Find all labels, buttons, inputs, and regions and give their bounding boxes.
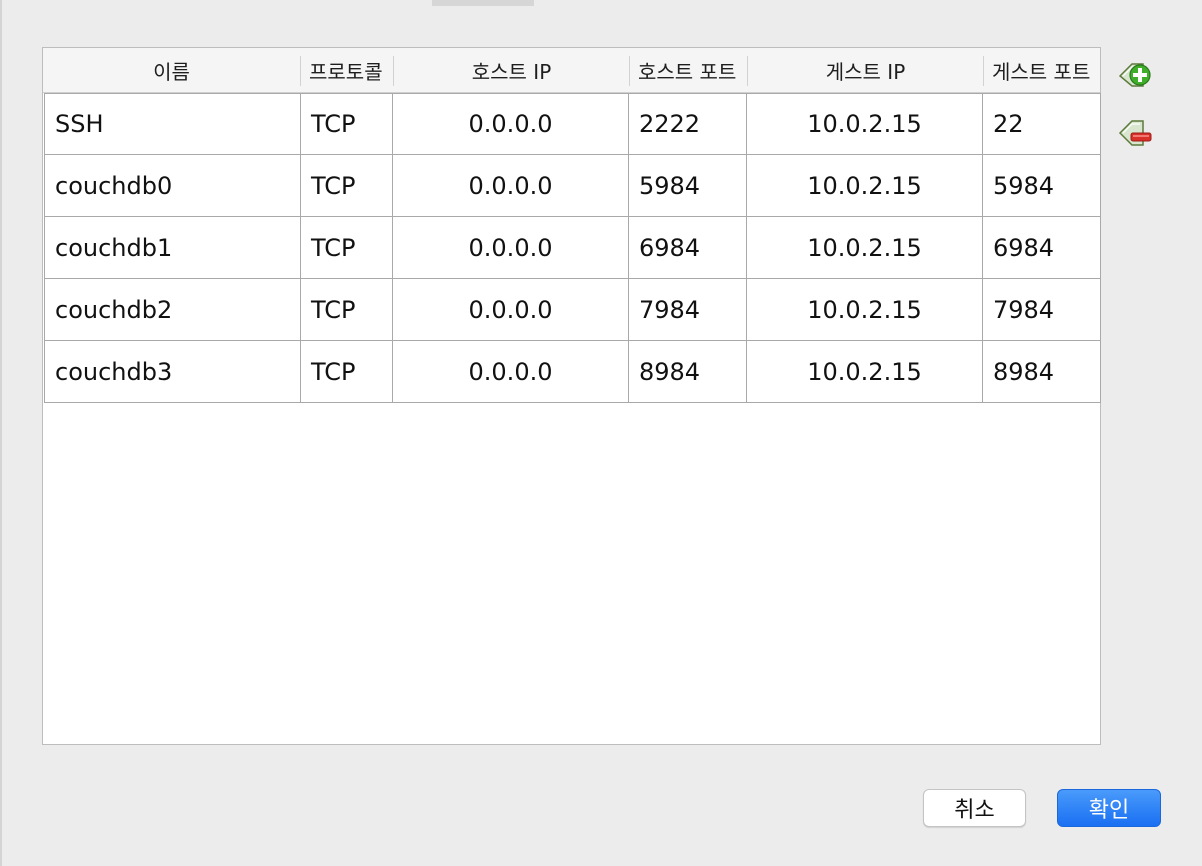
cell-host-ip[interactable]: 0.0.0.0 bbox=[393, 155, 629, 217]
cell-protocol[interactable]: TCP bbox=[301, 279, 393, 341]
cell-name[interactable]: couchdb3 bbox=[44, 341, 301, 403]
cell-guest-port[interactable]: 22 bbox=[983, 93, 1101, 155]
table-row[interactable]: couchdb1 TCP 0.0.0.0 6984 10.0.2.15 6984 bbox=[44, 217, 1101, 279]
table-row[interactable]: couchdb3 TCP 0.0.0.0 8984 10.0.2.15 8984 bbox=[44, 341, 1101, 403]
cell-name[interactable]: couchdb2 bbox=[44, 279, 301, 341]
table-header: 이름 프로토콜 호스트 IP 호스트 포트 게스트 IP 게스트 포트 bbox=[43, 48, 1100, 93]
cell-host-ip[interactable]: 0.0.0.0 bbox=[393, 279, 629, 341]
cell-guest-ip[interactable]: 10.0.2.15 bbox=[747, 341, 983, 403]
cancel-button[interactable]: 취소 bbox=[923, 789, 1026, 827]
cell-host-ip[interactable]: 0.0.0.0 bbox=[393, 341, 629, 403]
column-divider bbox=[393, 56, 394, 86]
ok-button[interactable]: 확인 bbox=[1057, 789, 1161, 827]
cell-protocol[interactable]: TCP bbox=[301, 217, 393, 279]
port-forwarding-table[interactable]: 이름 프로토콜 호스트 IP 호스트 포트 게스트 IP 게스트 포트 SSH … bbox=[42, 47, 1101, 745]
add-rule-button[interactable] bbox=[1117, 56, 1153, 92]
column-divider bbox=[983, 56, 984, 86]
table-row[interactable]: couchdb2 TCP 0.0.0.0 7984 10.0.2.15 7984 bbox=[44, 279, 1101, 341]
table-row[interactable]: SSH TCP 0.0.0.0 2222 10.0.2.15 22 bbox=[44, 93, 1101, 155]
column-divider bbox=[629, 56, 630, 86]
column-divider bbox=[747, 56, 748, 86]
cell-host-port[interactable]: 7984 bbox=[629, 279, 747, 341]
column-header-guest-port[interactable]: 게스트 포트 bbox=[992, 59, 1091, 84]
cell-protocol[interactable]: TCP bbox=[301, 341, 393, 403]
table-row[interactable]: couchdb0 TCP 0.0.0.0 5984 10.0.2.15 5984 bbox=[44, 155, 1101, 217]
cell-host-ip[interactable]: 0.0.0.0 bbox=[393, 93, 629, 155]
cell-guest-ip[interactable]: 10.0.2.15 bbox=[747, 279, 983, 341]
column-header-name[interactable]: 이름 bbox=[153, 59, 190, 84]
cell-protocol[interactable]: TCP bbox=[301, 93, 393, 155]
column-header-host-ip[interactable]: 호스트 IP bbox=[471, 59, 552, 84]
top-tab-indicator bbox=[432, 0, 534, 6]
column-header-guest-ip[interactable]: 게스트 IP bbox=[825, 59, 906, 84]
cell-host-port[interactable]: 5984 bbox=[629, 155, 747, 217]
cell-guest-ip[interactable]: 10.0.2.15 bbox=[747, 155, 983, 217]
remove-rule-icon bbox=[1118, 120, 1152, 146]
cell-name[interactable]: couchdb0 bbox=[44, 155, 301, 217]
cell-host-port[interactable]: 2222 bbox=[629, 93, 747, 155]
cell-guest-ip[interactable]: 10.0.2.15 bbox=[747, 217, 983, 279]
cell-name[interactable]: couchdb1 bbox=[44, 217, 301, 279]
cell-protocol[interactable]: TCP bbox=[301, 155, 393, 217]
cell-host-port[interactable]: 8984 bbox=[629, 341, 747, 403]
add-rule-icon bbox=[1118, 63, 1151, 87]
cell-guest-ip[interactable]: 10.0.2.15 bbox=[747, 93, 983, 155]
column-header-host-port[interactable]: 호스트 포트 bbox=[638, 59, 737, 84]
column-divider bbox=[300, 56, 301, 86]
cell-name[interactable]: SSH bbox=[44, 93, 301, 155]
column-header-protocol[interactable]: 프로토콜 bbox=[309, 59, 383, 84]
cell-host-port[interactable]: 6984 bbox=[629, 217, 747, 279]
remove-rule-button[interactable] bbox=[1117, 115, 1153, 151]
cell-host-ip[interactable]: 0.0.0.0 bbox=[393, 217, 629, 279]
cell-guest-port[interactable]: 5984 bbox=[983, 155, 1101, 217]
table-body: SSH TCP 0.0.0.0 2222 10.0.2.15 22 couchd… bbox=[44, 93, 1101, 403]
cell-guest-port[interactable]: 8984 bbox=[983, 341, 1101, 403]
cell-guest-port[interactable]: 7984 bbox=[983, 279, 1101, 341]
window-edge bbox=[0, 0, 2, 866]
cell-guest-port[interactable]: 6984 bbox=[983, 217, 1101, 279]
